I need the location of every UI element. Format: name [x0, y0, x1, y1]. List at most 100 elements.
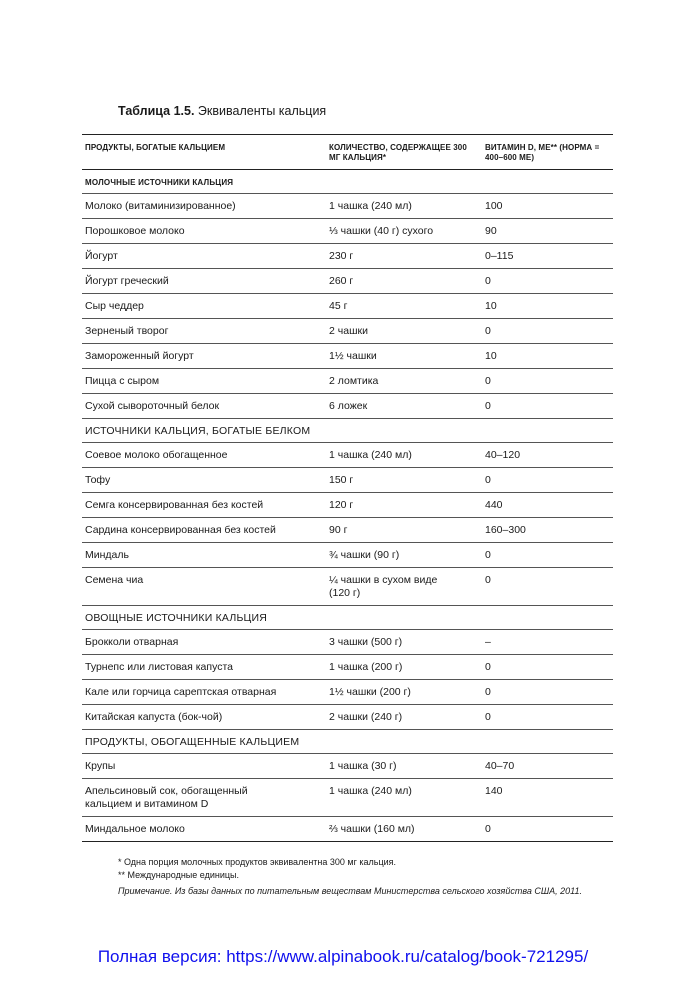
table-cell: Миндальное молоко — [82, 817, 326, 842]
table-cell: ¾ чашки (90 г) — [326, 543, 482, 568]
cell-product: Семга консервированная без костей — [85, 499, 264, 511]
full-version-link[interactable]: Полная версия: https://www.alpinabook.ru… — [97, 947, 589, 966]
table-cell: Кале или горчица сарептская отварная — [82, 680, 326, 705]
cell-product: Миндальное молоко — [85, 823, 185, 835]
table-cell: 1½ чашки (200 г) — [326, 680, 482, 705]
table-cell: 0–115 — [482, 244, 613, 269]
table-cell: 0 — [482, 705, 613, 730]
table-title: Эквиваленты кальция — [197, 104, 327, 118]
table-row: Йогурт греческий 260 г 0 — [82, 269, 613, 294]
table-cell: 0 — [482, 269, 613, 294]
cell-product: Брокколи отварная — [85, 636, 179, 648]
table-row: Миндаль ¾ чашки (90 г) 0 — [82, 543, 613, 568]
cell-product: Турнепс или листовая капуста — [85, 661, 233, 673]
cell-product: Молоко (витаминизированное) — [85, 200, 236, 212]
table-cell: Сардина консервированная без костей — [82, 518, 326, 543]
section-header: МОЛОЧНЫЕ ИСТОЧНИКИ КАЛЬЦИЯ — [82, 170, 613, 194]
table-cell: Семга консервированная без костей — [82, 493, 326, 518]
cell-vitamin-d: 0 — [485, 549, 491, 561]
table-cell: 1 чашка (240 мл) — [326, 194, 482, 219]
footnote-2: ** Международные единицы. — [118, 870, 239, 880]
cell-quantity: 1 чашка (240 мл) — [329, 449, 412, 461]
cell-vitamin-d: 90 — [485, 225, 497, 237]
cell-quantity: 2 чашки (240 г) — [329, 711, 403, 723]
cell-product: Йогурт — [85, 250, 118, 262]
table-row: Молоко (витаминизированное) 1 чашка (240 … — [82, 194, 613, 219]
calcium-table: ПРОДУКТЫ, БОГАТЫЕ КАЛЬЦИЕМ КОЛИЧЕСТВО, С… — [82, 134, 613, 842]
table-cell: 0 — [482, 394, 613, 419]
section-title: ИСТОЧНИКИ КАЛЬЦИЯ, БОГАТЫЕ БЕЛКОМ — [85, 425, 311, 437]
cell-quantity: ¼ чашки в сухом виде (120 г) — [329, 574, 438, 599]
cell-vitamin-d: 0 — [485, 574, 491, 586]
section-title: ПРОДУКТЫ, ОБОГАЩЕННЫЕ КАЛЬЦИЕМ — [85, 736, 300, 748]
table-cell: – — [482, 630, 613, 655]
cell-product: Йогурт греческий — [85, 275, 169, 287]
table-row: Семга консервированная без костей 120 г 44… — [82, 493, 613, 518]
table-row: Миндальное молоко ⅔ чашки (160 мл) 0 — [82, 817, 613, 842]
table-cell: 0 — [482, 568, 613, 606]
table-cell: 140 — [482, 779, 613, 817]
cell-vitamin-d: 140 — [485, 785, 503, 797]
table-cell: Тофу — [82, 468, 326, 493]
table-cell: Семена чиа — [82, 568, 326, 606]
table-row: Сардина консервированная без костей 90 г 1… — [82, 518, 613, 543]
table-cell: 0 — [482, 655, 613, 680]
table-cell: 90 — [482, 219, 613, 244]
table-cell: Пицца с сыром — [82, 369, 326, 394]
cell-vitamin-d: 0 — [485, 686, 491, 698]
table-row: Пицца с сыром 2 ломтика 0 — [82, 369, 613, 394]
cell-quantity: 2 ломтика — [329, 375, 379, 387]
cell-vitamin-d: 0 — [485, 275, 491, 287]
cell-quantity: 1 чашка (240 мл) — [329, 200, 412, 212]
table-cell: Брокколи отварная — [82, 630, 326, 655]
table-cell: 10 — [482, 294, 613, 319]
table-cell: Йогурт — [82, 244, 326, 269]
cell-product: Соевое молоко обогащенное — [85, 449, 228, 461]
table-cell: Соевое молоко обогащенное — [82, 443, 326, 468]
table-row: Крупы 1 чашка (30 г) 40–70 — [82, 754, 613, 779]
cell-quantity: 6 ложек — [329, 400, 368, 412]
table-cell: Сыр чеддер — [82, 294, 326, 319]
table-cell: 160–300 — [482, 518, 613, 543]
table-cell: 40–120 — [482, 443, 613, 468]
table-cell: 90 г — [326, 518, 482, 543]
table-cell: Миндаль — [82, 543, 326, 568]
cell-vitamin-d: 0 — [485, 661, 491, 673]
cell-quantity: ⅔ чашки (160 мл) — [329, 823, 415, 835]
table-cell: ¼ чашки в сухом виде (120 г) — [326, 568, 482, 606]
cell-vitamin-d: 100 — [485, 200, 503, 212]
section-title: МОЛОЧНЫЕ ИСТОЧНИКИ КАЛЬЦИЯ — [85, 178, 234, 187]
table-cell: 1 чашка (240 мл) — [326, 443, 482, 468]
table-row: Порошковое молоко ⅓ чашки (40 г) сухого 90 — [82, 219, 613, 244]
cell-vitamin-d: 0 — [485, 474, 491, 486]
cell-vitamin-d: – — [485, 636, 491, 648]
table-cell: 120 г — [326, 493, 482, 518]
cell-vitamin-d: 40–70 — [485, 760, 515, 772]
table-row: Апельсиновый сок, обогащенный кальцием и… — [82, 779, 613, 817]
cell-quantity: ¾ чашки (90 г) — [329, 549, 400, 561]
table-caption: Таблица 1.5. Эквиваленты кальция — [118, 104, 326, 118]
cell-product: Тофу — [85, 474, 111, 486]
cell-product: Кале или горчица сарептская отварная — [85, 686, 277, 698]
cell-product: Крупы — [85, 760, 116, 772]
cell-product: Зерненый творог — [85, 325, 169, 337]
table-cell: 3 чашки (500 г) — [326, 630, 482, 655]
table-cell: 150 г — [326, 468, 482, 493]
table-cell: 1 чашка (200 г) — [326, 655, 482, 680]
cell-product: Семена чиа — [85, 574, 144, 586]
cell-quantity: 45 г — [329, 300, 348, 312]
cell-product: Сыр чеддер — [85, 300, 144, 312]
cell-vitamin-d: 0–115 — [485, 250, 514, 262]
table-cell: Сухой сывороточный белок — [82, 394, 326, 419]
table-row: Йогурт 230 г 0–115 — [82, 244, 613, 269]
table-cell: 6 ложек — [326, 394, 482, 419]
table-cell: Замороженный йогурт — [82, 344, 326, 369]
table-number: Таблица 1.5. — [118, 104, 195, 118]
cell-vitamin-d: 0 — [485, 375, 491, 387]
table-row: Замороженный йогурт 1½ чашки 10 — [82, 344, 613, 369]
table-cell: Зерненый творог — [82, 319, 326, 344]
table-cell: 0 — [482, 543, 613, 568]
table-row: Китайская капуста (бок-чой) 2 чашки (240 … — [82, 705, 613, 730]
cell-product: Пицца с сыром — [85, 375, 160, 387]
table-cell: 45 г — [326, 294, 482, 319]
